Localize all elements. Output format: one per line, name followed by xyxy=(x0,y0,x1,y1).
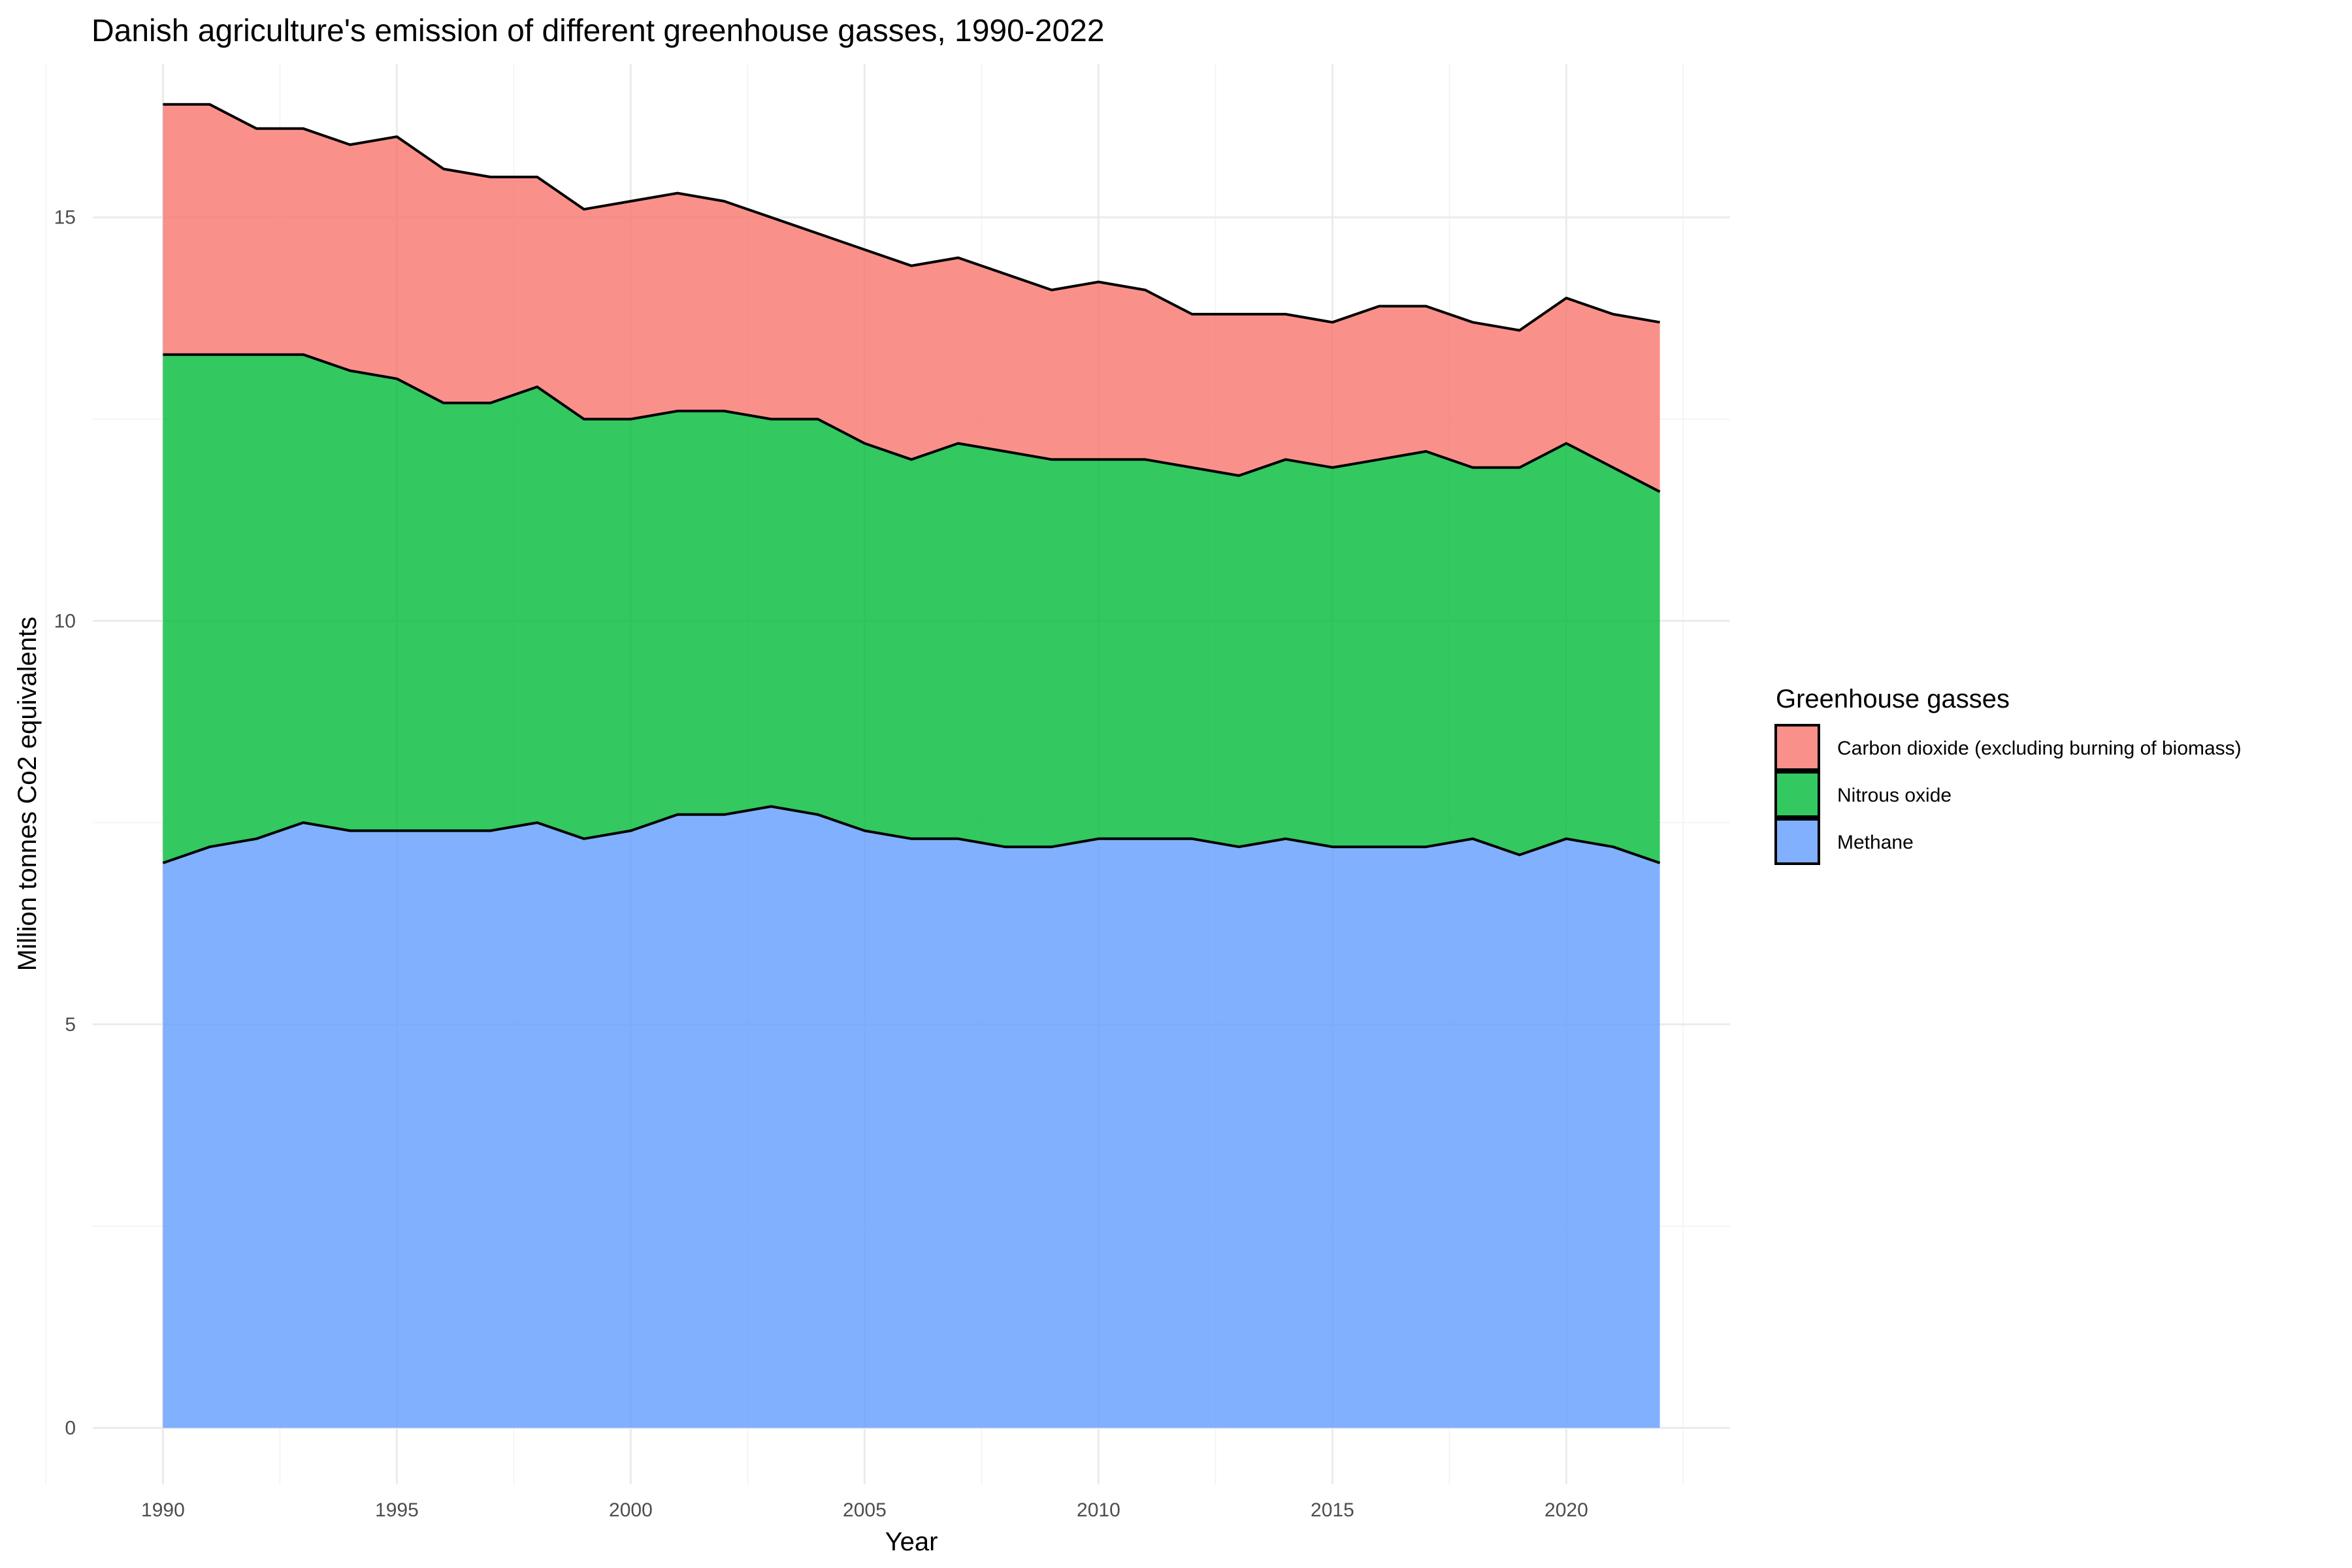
legend-label: Carbon dioxide (excluding burning of bio… xyxy=(1837,738,2242,759)
y-axis-title: Million tonnes Co2 equivalents xyxy=(13,617,42,972)
legend-item-carbon-dioxide-excluding-burning-of-biomass: Carbon dioxide (excluding burning of bio… xyxy=(1774,724,2242,771)
legend-swatch xyxy=(1774,771,1820,818)
legend-title: Greenhouse gasses xyxy=(1776,685,2010,713)
area-carbon-dioxide-excluding-burning-of-biomass xyxy=(163,104,1660,492)
legend-item-methane: Methane xyxy=(1774,818,1914,865)
legend-swatch xyxy=(1774,818,1820,865)
legend: Greenhouse gasses Carbon dioxide (exclud… xyxy=(1774,685,2242,865)
stacked-areas xyxy=(163,104,1660,1428)
y-tick-label: 5 xyxy=(65,1014,76,1036)
y-tick-label: 0 xyxy=(65,1418,76,1439)
chart-title: Danish agriculture's emission of differe… xyxy=(91,14,1105,48)
legend-item-nitrous-oxide: Nitrous oxide xyxy=(1774,771,1952,818)
x-tick-label: 1995 xyxy=(375,1499,419,1521)
x-axis-ticks: 1990 1995 2000 2005 2010 2015 2020 xyxy=(141,1499,1588,1521)
x-tick-label: 2005 xyxy=(843,1499,887,1521)
y-axis-ticks: 0 5 10 15 xyxy=(54,207,76,1439)
x-tick-label: 2020 xyxy=(1544,1499,1588,1521)
area-outlines xyxy=(162,103,1661,864)
x-tick-label: 1990 xyxy=(141,1499,185,1521)
outline-methane xyxy=(162,805,1661,864)
legend-swatch xyxy=(1774,724,1820,771)
outline-carbon-dioxide-excluding-burning-of-biomass xyxy=(163,103,1660,332)
x-tick-label: 2010 xyxy=(1077,1499,1120,1521)
legend-label: Nitrous oxide xyxy=(1837,785,1952,806)
x-tick-label: 2015 xyxy=(1311,1499,1354,1521)
y-tick-label: 15 xyxy=(54,207,76,229)
legend-label: Methane xyxy=(1837,832,1914,853)
outline-nitrous-oxide xyxy=(163,353,1661,493)
area-methane xyxy=(163,806,1660,1428)
area-nitrous-oxide xyxy=(163,354,1660,863)
y-tick-label: 10 xyxy=(54,610,76,632)
x-axis-title: Year xyxy=(885,1527,938,1556)
x-tick-label: 2000 xyxy=(609,1499,653,1521)
